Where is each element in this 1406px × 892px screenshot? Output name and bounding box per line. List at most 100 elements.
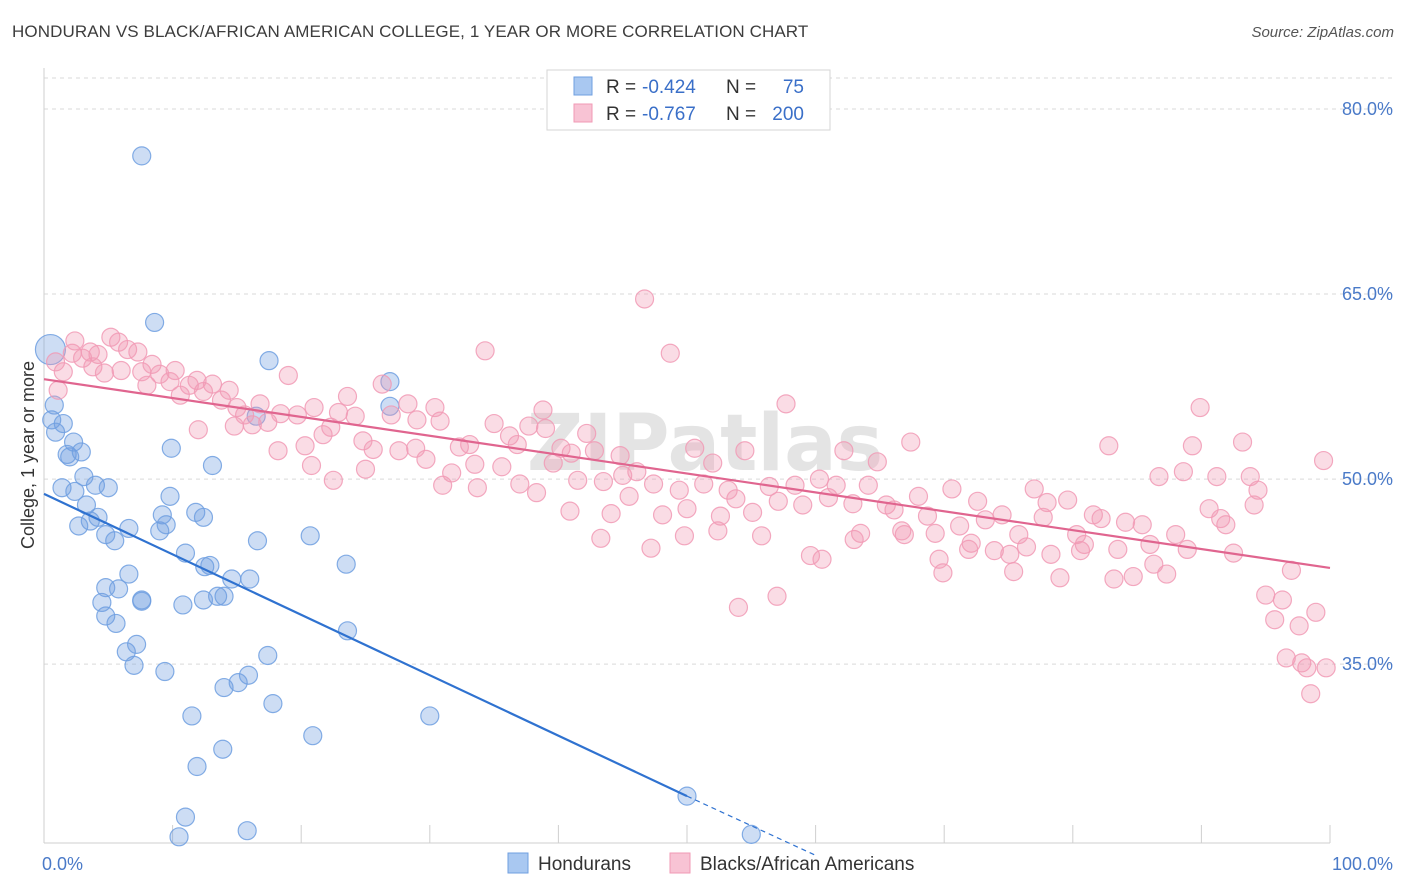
data-point — [685, 438, 705, 458]
data-point — [98, 478, 118, 498]
data-point — [169, 827, 189, 847]
bottom-legend-hondurans: Hondurans — [538, 854, 631, 875]
data-point — [303, 726, 323, 746]
data-point — [1292, 653, 1312, 673]
data-point — [1256, 585, 1276, 605]
x-tick-label: 100.0% — [1332, 854, 1393, 874]
data-point — [240, 569, 260, 589]
data-point — [908, 486, 929, 506]
data-point — [1099, 436, 1119, 456]
data-point — [601, 504, 621, 524]
data-point — [834, 441, 854, 461]
bottom-legend-swatch-blacks — [669, 852, 691, 874]
data-point — [105, 531, 125, 551]
data-point — [1144, 554, 1164, 574]
data-point — [238, 665, 259, 685]
data-point — [263, 694, 283, 714]
data-point — [751, 526, 772, 546]
data-point — [800, 545, 821, 566]
data-point — [1301, 684, 1321, 704]
data-point — [65, 481, 85, 502]
data-point — [1004, 562, 1024, 582]
data-point — [202, 374, 223, 394]
data-point — [660, 343, 680, 363]
data-point — [355, 459, 376, 479]
data-point — [742, 502, 763, 522]
data-point — [53, 362, 73, 382]
data-point — [767, 586, 787, 606]
x-tick-label: 0.0% — [42, 854, 83, 874]
data-point — [1248, 480, 1268, 500]
data-point — [337, 386, 358, 407]
data-point — [83, 357, 103, 377]
data-point — [507, 434, 527, 455]
data-point — [1207, 467, 1227, 487]
data-point — [925, 523, 945, 543]
data-point — [45, 352, 66, 372]
legend-swatch-blue — [573, 76, 593, 96]
y-tick-label: 65.0% — [1342, 284, 1393, 304]
data-point — [173, 595, 193, 615]
data-point — [894, 524, 914, 545]
data-point — [34, 333, 67, 366]
data-point — [188, 420, 208, 440]
data-point — [492, 457, 512, 477]
data-point — [48, 380, 68, 400]
data-point — [119, 564, 139, 584]
data-point — [1104, 569, 1124, 589]
data-point — [917, 506, 938, 526]
data-point — [193, 590, 214, 610]
data-point — [1276, 648, 1296, 668]
data-point — [1316, 658, 1336, 678]
data-point — [152, 505, 172, 525]
data-point — [1024, 479, 1044, 499]
data-point — [526, 483, 547, 503]
data-point — [219, 380, 239, 400]
data-point — [268, 441, 288, 461]
data-point — [1313, 450, 1334, 471]
trendline-blacks — [43, 378, 1331, 569]
data-point — [57, 444, 77, 465]
data-point — [62, 343, 82, 363]
data-point — [858, 475, 878, 495]
data-point — [677, 499, 697, 519]
data-point — [406, 438, 426, 458]
data-point — [484, 413, 504, 434]
trendlines — [43, 378, 1331, 856]
data-point — [250, 394, 270, 414]
data-point — [142, 354, 162, 374]
data-point — [106, 613, 126, 634]
data-point — [150, 364, 170, 384]
data-point — [551, 438, 571, 458]
data-point — [88, 344, 108, 365]
data-point — [60, 447, 80, 467]
data-point — [124, 655, 144, 675]
data-point — [901, 432, 921, 452]
data-point — [1216, 515, 1236, 535]
data-point — [165, 360, 185, 381]
data-point — [1091, 508, 1111, 529]
data-point — [475, 341, 495, 361]
data-point — [1140, 534, 1160, 555]
data-point — [591, 528, 611, 548]
data-point — [132, 591, 152, 611]
data-point — [160, 372, 180, 392]
data-point — [703, 453, 723, 473]
data-point — [1115, 512, 1136, 532]
bottom-legend-blacks: Blacks/African Americans — [700, 854, 914, 875]
y-axis-label: College, 1 year or more — [18, 361, 38, 549]
data-point — [214, 677, 234, 698]
data-point — [809, 469, 830, 489]
data-point — [323, 470, 343, 490]
data-point — [71, 442, 91, 462]
data-point — [398, 394, 418, 414]
data-point — [1016, 537, 1037, 557]
data-point — [826, 475, 846, 495]
data-point — [968, 491, 988, 511]
data-point — [634, 289, 655, 309]
data-point — [161, 438, 181, 458]
data-point — [812, 549, 832, 569]
data-point — [467, 478, 487, 498]
data-point — [984, 541, 1004, 561]
data-point — [929, 549, 949, 569]
